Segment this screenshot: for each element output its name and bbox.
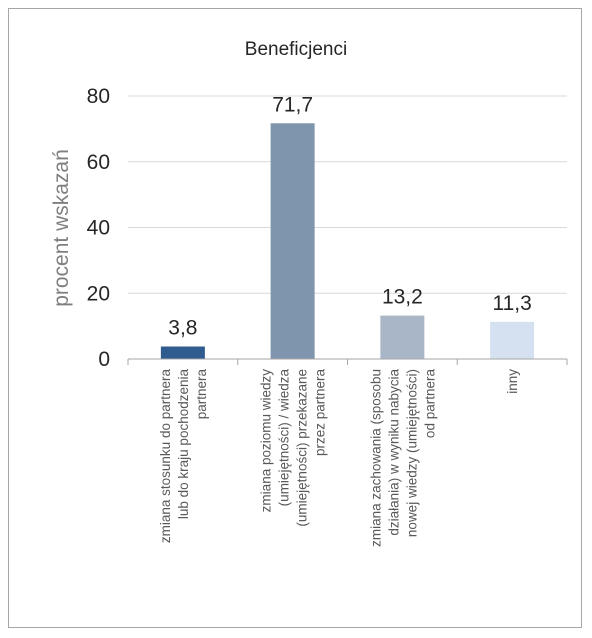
x-category-label-line: zmiana poziomu wiedzy xyxy=(259,369,274,513)
x-category-label-3: zmiana zachowania (sposobu działania) w w… xyxy=(368,369,437,547)
data-label-3: 13,2 xyxy=(382,286,423,309)
y-tick-label: 20 xyxy=(87,282,110,305)
data-label-4: 11,3 xyxy=(492,292,531,315)
y-tick-label: 60 xyxy=(87,151,110,174)
x-category-label-2: zmiana poziomu wiedzy (umiejętności) / wi… xyxy=(259,369,328,527)
y-tick-label: 40 xyxy=(87,217,110,240)
bar-1 xyxy=(160,346,205,359)
x-category-label-line: inny xyxy=(505,369,520,394)
x-category-label-line: zmiana stosunku do partnera xyxy=(158,369,173,544)
x-category-label-4: inny xyxy=(505,369,520,394)
data-label-2: 71,7 xyxy=(272,93,313,116)
x-category-label-line: lub do kraju pochodzenia xyxy=(176,369,191,520)
x-category-label-line: od partnera xyxy=(422,369,437,439)
x-category-label-line: przez partnera xyxy=(313,369,328,457)
x-category-label-line: nowej wiedzy (umiejętności) xyxy=(404,369,419,537)
bar-2 xyxy=(270,123,315,359)
x-category-label-line: (umiejętności) / wiedza xyxy=(277,369,292,507)
chart-title: Beneficjenci xyxy=(245,39,347,60)
bar-3 xyxy=(380,315,425,359)
x-category-label-line: (umiejętności) przekazane xyxy=(295,369,310,527)
y-axis-label: procent wskazań xyxy=(50,149,73,307)
x-category-label-line: zmiana zachowania (sposobu xyxy=(368,369,383,547)
data-label-1: 3,8 xyxy=(168,317,197,340)
x-category-label-1: zmiana stosunku do partnera lub do kraju … xyxy=(158,369,209,544)
bar-4 xyxy=(490,321,535,359)
y-tick-label: 0 xyxy=(98,348,110,371)
y-tick-label: 80 xyxy=(87,85,110,108)
x-category-label-line: partnera xyxy=(194,369,209,420)
x-category-label-line: działania) w wyniku nabycia xyxy=(386,369,401,536)
